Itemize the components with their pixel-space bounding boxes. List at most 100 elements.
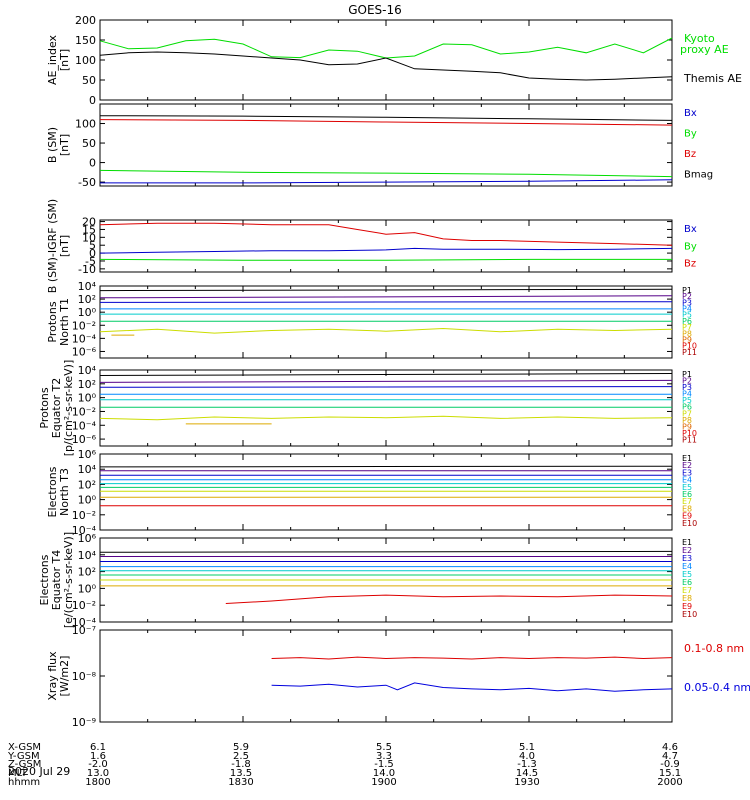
date-label: 2020 Jul 29 [8,765,70,778]
y-tick-label: 10⁴ [78,364,97,377]
legend-entry: E8 [682,594,692,603]
y-axis-label: [nT] [58,235,71,257]
legend-entry: E9 [682,602,692,611]
y-tick-label: 100 [75,54,96,67]
y-tick-label: 200 [75,14,96,27]
y-tick-label: 10⁶ [78,532,97,545]
y-tick-label: 10² [78,293,96,306]
legend-entry: P6 [682,403,692,412]
y-tick-label: 10⁻⁴ [72,419,97,432]
orbit-cell: -1.5 [374,759,394,770]
series-p7 [99,415,673,421]
y-tick-label: 10⁻⁴ [72,524,97,537]
series-p1 [99,373,673,376]
orbit-cell: 4.6 [662,742,678,753]
orbit-cell: 4.0 [519,751,535,762]
series-bmag [99,115,673,121]
y-axis-label: Equator T4 [50,550,63,610]
y-tick-label: 10⁰ [78,494,97,507]
orbit-cell: 13.0 [87,768,109,779]
orbit-row-label: X-GSM [8,742,41,753]
series-bx [100,179,673,184]
legend-entry: P9 [682,422,692,431]
legend-entry: P6 [682,317,692,326]
y-tick-label: 10⁻² [72,509,96,522]
series-by [99,258,672,261]
legend-entry: E2 [682,461,692,470]
panel-frame [99,629,673,723]
legend-entry: P8 [682,329,692,338]
legend-entry: E9 [682,512,692,521]
y-tick-label: 0 [89,94,96,107]
orbit-cell: -2.0 [88,759,108,770]
legend-entry: By [684,241,697,252]
y-tick-label: 10² [78,478,96,491]
y-tick-label: 20 [82,216,96,229]
y-axis-label: [nT] [58,49,71,71]
series-p3 [99,301,673,303]
series-p2 [99,379,673,383]
legend-entry: P3 [682,383,692,392]
legend-entry: Bmag [684,170,713,181]
legend-entry: P5 [682,311,692,320]
y-axis-label: [p/(cm²-s-sr-keV)] [62,360,75,457]
y-tick-label: 10⁻⁹ [72,716,96,729]
series-p2 [99,295,673,299]
panel-xray: 10⁻⁹ 10⁻⁸ 10⁻⁷ Xray flux [W/m2] 0.1-0.8 nm 0.0… [46,624,750,729]
legend-entry: P11 [682,348,697,357]
orbit-cell: 1830 [228,777,253,788]
legend-entry: E8 [682,504,692,513]
y-tick-label: 10² [78,566,96,579]
y-tick-label: 10⁻² [72,319,96,332]
y-tick-label: 10² [78,378,96,391]
y-axis-label: Protons [38,387,51,428]
y-axis-label: [e/(cm²-s-sr-keV)] [62,532,75,628]
orbit-row-label: MLT [8,768,28,779]
y-axis-label: North T1 [58,298,71,346]
series-by [99,169,673,178]
y-tick-label: 10⁻⁷ [72,624,96,637]
orbit-row-label: Y-GSM [7,751,40,762]
legend-entry: P4 [682,390,692,399]
y-tick-label: 0 [89,247,96,260]
y-axis-label: Electrons [38,554,51,605]
y-axis-label: Equator T2 [50,378,63,438]
orbit-cell: 14.5 [516,768,538,779]
y-axis-label: B (SM) [46,127,59,163]
orbit-cell: 13.5 [230,768,252,779]
series-e1 [99,550,673,553]
y-axis-label: Protons [46,301,59,342]
legend-entry: E4 [682,476,692,485]
series-p7 [99,327,673,334]
series-kyoto-proxy-ae [99,37,673,59]
legend-entry: P1 [682,370,692,379]
y-tick-label: 10⁻² [72,599,96,612]
panel-frame [99,19,673,101]
legend-entry: E7 [682,586,692,595]
series-p3 [99,386,673,388]
legend-entry: By [684,129,697,140]
legend-entry: E5 [682,570,692,579]
y-tick-label: 10⁶ [78,448,97,461]
y-tick-label: 10⁰ [78,392,97,405]
orbit-cell: 15.1 [659,768,681,779]
legend-entry: E1 [682,538,692,547]
y-tick-label: -10 [78,263,96,276]
y-axis-label: AE_index [46,34,59,85]
y-tick-label: 50 [82,74,96,87]
y-tick-label: 10⁴ [78,549,97,562]
legend-entry: P4 [682,305,692,314]
y-tick-label: 0 [89,157,96,170]
legend-entry: P10 [682,429,697,438]
y-tick-label: 10⁰ [78,306,97,319]
legend-entry: P2 [682,292,692,301]
legend-entry: P7 [682,409,692,418]
series-0-1-0-8-nm [271,656,673,660]
y-tick-label: 10⁻⁴ [72,616,97,629]
legend-entry: E3 [682,554,692,563]
